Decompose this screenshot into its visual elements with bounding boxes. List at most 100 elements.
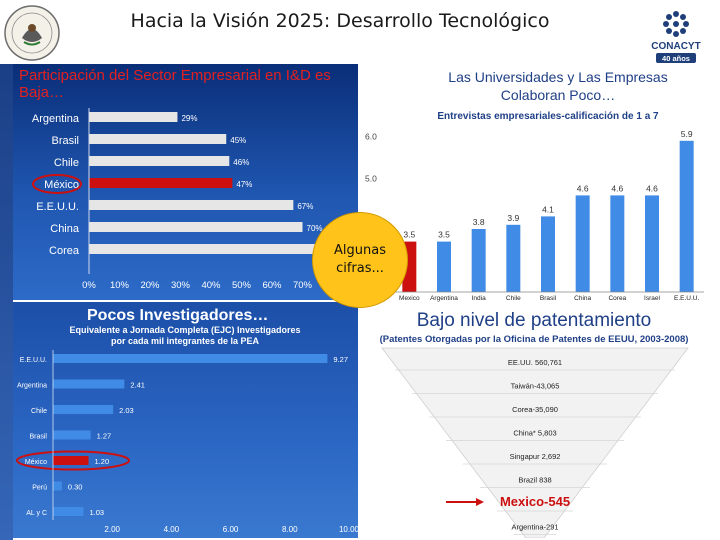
value-label: 67% <box>297 202 313 211</box>
chart-title: Participación del Sector Empresarial en … <box>19 67 331 84</box>
x-tick-label: 10% <box>110 280 130 291</box>
category-label: Corea <box>608 295 626 302</box>
bar-e-e-u-u <box>89 200 294 210</box>
category-label: Argentina <box>430 295 458 302</box>
category-label: Argentina <box>17 383 47 390</box>
value-label: 3.5 <box>403 230 415 240</box>
x-tick-label: 10.00 <box>339 525 358 534</box>
value-label: 4.6 <box>577 183 589 193</box>
bar-brasil <box>53 430 91 440</box>
bar-chile <box>89 156 230 166</box>
funnel-row: Taiwán-43,065 <box>511 382 560 391</box>
algunas-cifras-bubble: Algunas cifras... <box>312 212 408 308</box>
bar-al-y-c <box>53 507 84 516</box>
arrow-head-icon <box>476 498 484 506</box>
bar-corea <box>89 244 318 254</box>
x-tick-label: 6.00 <box>223 525 239 534</box>
value-label: 4.1 <box>542 204 554 214</box>
category-label: India <box>472 295 486 302</box>
chart-title: Pocos Investigadores… <box>87 307 268 324</box>
value-label: 1.03 <box>89 508 104 517</box>
value-label: 5.9 <box>681 129 693 139</box>
category-label: Brasil <box>51 135 79 147</box>
chart-subtitle: Entrevistas empresariales-calificación d… <box>437 111 659 122</box>
slide-title: Hacia la Visión 2025: Desarrollo Tecnoló… <box>130 10 550 32</box>
value-label: 3.9 <box>507 213 519 223</box>
value-label: 1.27 <box>97 432 112 441</box>
category-label: Brasil <box>540 295 557 302</box>
funnel-row: Corea-35,090 <box>512 405 558 414</box>
value-label: 70% <box>307 224 323 233</box>
category-label: México <box>44 179 79 191</box>
value-label: 4.6 <box>646 183 658 193</box>
x-tick-label: 50% <box>232 280 252 291</box>
value-label: 4.6 <box>611 183 623 193</box>
chart-title: Colaboran Poco… <box>501 87 615 103</box>
category-label: E.E.U.U. <box>674 295 699 302</box>
chart-title: Baja… <box>19 84 64 101</box>
business-rd-panel: Participación del Sector Empresarial en … <box>13 64 358 300</box>
category-label: Brasil <box>29 434 47 441</box>
value-label: 47% <box>236 180 252 189</box>
y-tick-label: 5.0 <box>365 174 377 184</box>
category-label: E.E.U.U. <box>36 201 79 213</box>
x-tick-label: 20% <box>140 280 160 291</box>
category-label: Argentina <box>32 113 80 125</box>
chart-subtitle: (Patentes Otorgadas por la Oficina de Pa… <box>380 334 689 345</box>
funnel-row: EE.UU. 560,761 <box>508 358 562 367</box>
x-tick-label: 0% <box>82 280 96 291</box>
funnel-row: Singapur 2,692 <box>510 452 561 461</box>
category-label: Perú <box>32 485 47 492</box>
x-tick-label: 4.00 <box>164 525 180 534</box>
bar-brasil <box>541 216 555 292</box>
collaboration-panel: Las Universidades y Las Empresas Colabora… <box>362 64 710 302</box>
chart-title: Bajo nivel de patentamiento <box>417 310 652 331</box>
x-tick-label: 30% <box>171 280 191 291</box>
category-label: AL y C <box>26 510 47 517</box>
bar-per <box>53 481 62 491</box>
value-label: 2.41 <box>130 381 145 390</box>
value-label: 29% <box>181 114 197 123</box>
category-label: Chile <box>54 157 79 169</box>
funnel-shape <box>381 347 689 538</box>
bar-chile <box>53 405 114 414</box>
category-label: Mexico <box>399 295 420 302</box>
bar-corea <box>610 195 625 292</box>
category-label: Chile <box>31 408 47 415</box>
patents-funnel: Bajo nivel de patentamiento (Patentes Oto… <box>380 310 689 538</box>
x-tick-label: 40% <box>201 280 221 291</box>
value-label: 9.27 <box>333 355 348 364</box>
value-label: 0.30 <box>68 483 83 492</box>
value-label: 3.8 <box>473 217 485 227</box>
bar-china <box>575 195 590 292</box>
bar-chile <box>506 224 521 292</box>
category-label: China <box>50 223 80 235</box>
conacyt-logo: CONACYT 40 años <box>651 11 701 63</box>
bar-israel <box>645 195 659 292</box>
bar-china <box>89 222 303 232</box>
category-label: Corea <box>49 245 80 257</box>
conacyt-logo-text: CONACYT <box>651 41 700 52</box>
x-tick-label: 2.00 <box>104 525 120 534</box>
bar-argentina <box>437 241 451 292</box>
category-label: Chile <box>506 295 521 302</box>
x-tick-label: 8.00 <box>282 525 298 534</box>
researchers-chart: Pocos Investigadores…Equivalente a Jorna… <box>16 307 358 534</box>
funnel-row: Argentina-291 <box>511 523 558 532</box>
bar-m-xico <box>53 456 89 465</box>
mexico-seal-logo <box>4 5 60 61</box>
business-rd-chart: Participación del Sector Empresarial en … <box>19 67 331 291</box>
researchers-panel: Pocos Investigadores… Equivalente a Jorna… <box>13 302 358 538</box>
funnel-row: China* 5,803 <box>513 429 556 438</box>
collaboration-chart: Las Universidades y Las Empresas Colabora… <box>365 69 704 302</box>
y-tick-label: 6.0 <box>365 132 377 142</box>
category-label: China <box>574 295 591 302</box>
value-label: 45% <box>230 136 246 145</box>
x-tick-label: 70% <box>293 280 313 291</box>
value-label: 3.5 <box>438 230 450 240</box>
bar-india <box>471 229 486 292</box>
conacyt-logo-sub: 40 años <box>662 54 690 63</box>
category-label: México <box>25 459 47 466</box>
funnel-row: Brazil 838 <box>518 476 551 485</box>
highlight-ellipse <box>16 450 130 471</box>
